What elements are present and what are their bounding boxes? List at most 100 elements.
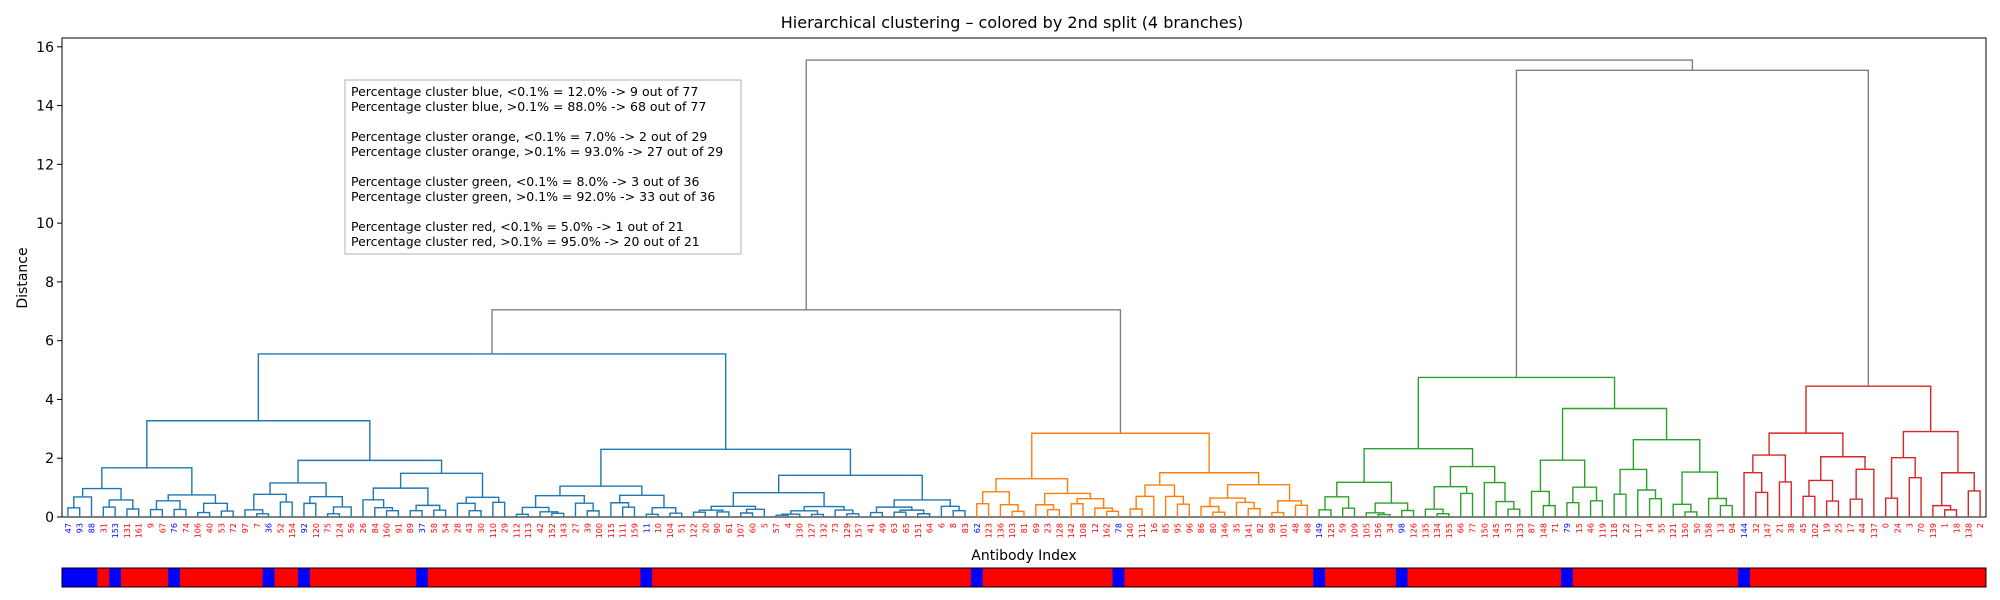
dendrogram-link (1318, 509, 1332, 517)
dendrogram-link (740, 512, 754, 517)
dendrogram-link (155, 500, 181, 510)
y-tick-label: 10 (36, 216, 54, 232)
dendrogram-link (1342, 507, 1356, 517)
dendrogram-link (173, 508, 187, 517)
colorbar-cell (85, 568, 98, 587)
dendrogram-link (309, 495, 344, 507)
colorbar-cell (392, 568, 405, 587)
dendrogram-link (805, 59, 1694, 310)
dendrogram-link (952, 509, 966, 517)
leaf-label: 110 (489, 523, 498, 538)
leaf-label: 36 (265, 523, 274, 533)
dendrogram-link (409, 509, 423, 517)
colorbar-cell (581, 568, 594, 587)
colorbar-cell (1041, 568, 1054, 587)
dendrogram-link (1542, 504, 1556, 517)
colorbar-cell (1785, 568, 1798, 587)
colorbar-cell (888, 568, 901, 587)
dendrogram-link (1212, 511, 1226, 517)
leaf-label: 100 (595, 523, 604, 538)
colorbar-cell (1903, 568, 1916, 587)
colorbar-cell (1726, 568, 1739, 587)
leaf-label: 153 (111, 523, 120, 538)
leaf-label: 117 (1634, 523, 1643, 538)
dendrogram-link (1046, 508, 1061, 517)
leaf-label: 72 (229, 523, 238, 533)
dendrogram-link (1566, 501, 1580, 517)
colorbar-cell (1643, 568, 1656, 587)
dendrogram-link (1129, 508, 1143, 517)
dendrogram-link (67, 507, 81, 517)
leaf-label: 146 (1221, 523, 1230, 538)
colorbar-cell (545, 568, 559, 587)
colorbar-cell (1584, 568, 1597, 587)
dendrogram-link (269, 482, 327, 497)
dendrogram-link (492, 501, 506, 517)
leaf-label: 127 (808, 523, 817, 538)
colorbar-cell (1065, 568, 1078, 587)
dendrogram-link (1515, 69, 1870, 387)
dendrogram-link (1941, 472, 1975, 506)
leaf-label: 124 (335, 523, 344, 538)
dendrogram-link (1433, 486, 1468, 510)
dendrogram-link (102, 506, 116, 517)
colorbar-cell (923, 568, 936, 587)
dendrogram-link (101, 467, 193, 495)
chart-title: Hierarchical clustering – colored by 2nd… (781, 13, 1243, 32)
colorbar-cell (959, 568, 972, 587)
colorbar-cell (911, 568, 924, 587)
dendrogram-link (1743, 472, 1763, 517)
leaf-label: 93 (76, 523, 85, 533)
dendrogram-link (1855, 468, 1875, 517)
leaf-label: 34 (1386, 523, 1395, 533)
leaf-label: 94 (1728, 523, 1737, 533)
leaf-label: 113 (524, 523, 533, 538)
colorbar-cell (451, 568, 464, 587)
leaf-label: 13 (1716, 523, 1725, 533)
dendrogram-link (1805, 385, 1932, 434)
dendrogram-link (539, 511, 559, 517)
dendrogram-link (559, 485, 643, 496)
leaf-label: 59 (1339, 523, 1348, 533)
leaf-label: 122 (689, 523, 698, 538)
dendrogram-link (1755, 491, 1769, 517)
colorbar-cell (1372, 568, 1385, 587)
colorbar-cell (1088, 568, 1102, 587)
annotation-line: Percentage cluster red, <0.1% = 5.0% -> … (351, 219, 684, 234)
colorbar-cell (982, 568, 995, 587)
leaf-label: 47 (64, 523, 73, 533)
colorbar-cell (97, 568, 110, 587)
dendrogram-link (1752, 454, 1787, 482)
dendrogram-link (1176, 503, 1190, 517)
colorbar-cell (1561, 568, 1574, 587)
dendrogram-link (1235, 501, 1255, 517)
colorbar-cell (1962, 568, 1975, 587)
leaf-label: 65 (902, 523, 911, 533)
leaf-label: 109 (1351, 523, 1360, 538)
dendrogram-link (1271, 511, 1285, 517)
leaf-label: 148 (1539, 523, 1548, 538)
dendrogram-link (869, 511, 884, 517)
colorbar-cell (286, 568, 299, 587)
colorbar-cell (1856, 568, 1869, 587)
colorbar-cell (1206, 568, 1220, 587)
leaf-label: 31 (99, 523, 108, 533)
dendrogram-link (1043, 492, 1092, 505)
colorbar-cell (699, 568, 712, 587)
dendrogram-link (732, 492, 825, 507)
leaf-label: 121 (1669, 523, 1678, 538)
leaf-label: 14 (1646, 523, 1655, 533)
colorbar-cell (262, 568, 275, 587)
colorbar-cell (1867, 568, 1881, 587)
leaf-label: 138 (1964, 523, 1973, 538)
leaf-label: 96 (1185, 523, 1194, 533)
leaf-label: 77 (1469, 523, 1478, 533)
group-colorbar (61, 567, 1987, 588)
dendrogram-link (1778, 481, 1792, 517)
leaf-label: 55 (1657, 523, 1666, 533)
dendrogram-link (108, 499, 134, 509)
colorbar-cell (1974, 568, 1987, 587)
colorbar-cell (1891, 568, 1904, 587)
leaf-label: 111 (1138, 523, 1147, 538)
dendrogram-link (1144, 484, 1176, 497)
